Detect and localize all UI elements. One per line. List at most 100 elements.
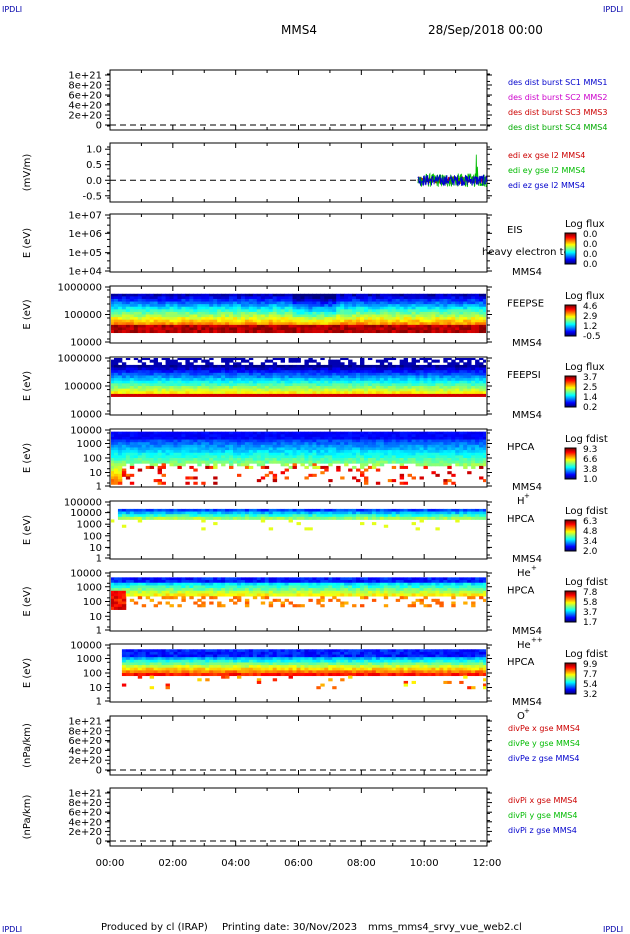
heatmap-cell bbox=[360, 439, 365, 443]
heatmap-cell bbox=[292, 330, 297, 334]
heatmap-cell bbox=[240, 301, 246, 305]
heatmap-cell bbox=[383, 516, 389, 520]
heatmap-cell bbox=[316, 317, 321, 321]
heatmap-cell bbox=[113, 306, 119, 310]
heatmap-cell bbox=[173, 439, 178, 443]
heatmap-cell bbox=[352, 514, 357, 518]
heatmap-cell bbox=[209, 298, 214, 302]
heatmap-cell bbox=[419, 450, 424, 454]
heatmap-cell bbox=[423, 314, 428, 318]
heatmap-cell bbox=[475, 314, 480, 318]
heatmap-cell bbox=[117, 380, 123, 384]
colorbar-step bbox=[565, 403, 576, 405]
heatmap-cell bbox=[145, 436, 151, 440]
heatmap-cell bbox=[221, 372, 226, 376]
heatmap-cell bbox=[137, 450, 143, 454]
heatmap-cell bbox=[272, 473, 278, 477]
heatmap-cell bbox=[248, 442, 254, 446]
heatmap-cell bbox=[423, 375, 428, 379]
heatmap-cell bbox=[312, 317, 317, 321]
heatmap-cell bbox=[387, 386, 393, 390]
heatmap-cell bbox=[403, 362, 409, 366]
heatmap-cell bbox=[344, 317, 349, 321]
heatmap-cell bbox=[399, 450, 405, 454]
heatmap-cell bbox=[149, 304, 155, 308]
heatmap-cell bbox=[197, 447, 202, 451]
heatmap-cell bbox=[451, 330, 456, 334]
heatmap-cell bbox=[181, 463, 186, 467]
heatmap-cell bbox=[447, 434, 452, 438]
heatmap-cell bbox=[431, 359, 436, 363]
heatmap-cell bbox=[431, 444, 436, 448]
heatmap-cell bbox=[149, 465, 155, 469]
heatmap-cell bbox=[113, 330, 119, 334]
heatmap-cell bbox=[189, 370, 194, 374]
heatmap-cell bbox=[280, 460, 286, 464]
heatmap-cell bbox=[288, 372, 293, 376]
heatmap-cell bbox=[205, 327, 210, 331]
heatmap-cell bbox=[407, 391, 412, 395]
legend-entry: edi ey gse l2 MMS4 bbox=[508, 166, 586, 175]
heatmap-cell bbox=[399, 311, 405, 315]
heatmap-cell bbox=[209, 304, 214, 308]
heatmap-cell bbox=[340, 372, 345, 376]
heatmap-cell bbox=[411, 511, 416, 515]
heatmap-cell bbox=[435, 380, 440, 384]
heatmap-cell bbox=[153, 370, 159, 374]
heatmap-cell bbox=[117, 364, 123, 368]
heatmap-cell bbox=[300, 393, 305, 397]
heatmap-cell bbox=[145, 452, 151, 456]
heatmap-cell bbox=[268, 359, 274, 363]
heatmap-cell bbox=[193, 330, 198, 334]
heatmap-cell bbox=[248, 383, 254, 387]
heatmap-cell bbox=[475, 324, 480, 328]
heatmap-cell bbox=[300, 458, 305, 462]
heatmap-cell bbox=[111, 431, 115, 435]
heatmap-cell bbox=[296, 306, 301, 310]
heatmap-cell bbox=[348, 450, 353, 454]
heatmap-cell bbox=[225, 388, 230, 392]
heatmap-cell bbox=[189, 393, 194, 397]
heatmap-cell bbox=[292, 306, 297, 310]
heatmap-cell bbox=[225, 391, 230, 395]
heatmap-cell bbox=[244, 393, 250, 397]
heatmap-cell bbox=[173, 296, 178, 300]
heatmap-cell bbox=[260, 378, 266, 382]
heatmap-cell bbox=[375, 314, 381, 318]
heatmap-cell bbox=[276, 301, 282, 305]
colorbar-step bbox=[565, 262, 576, 264]
heatmap-cell bbox=[193, 468, 198, 472]
heatmap-cell bbox=[133, 327, 139, 331]
heatmap-cell bbox=[111, 301, 115, 305]
heatmap-cell bbox=[292, 434, 297, 438]
heatmap-cell bbox=[260, 439, 266, 443]
heatmap-cell bbox=[479, 330, 484, 334]
heatmap-cell bbox=[407, 388, 412, 392]
heatmap-cell bbox=[213, 298, 218, 302]
heatmap-cell bbox=[435, 322, 440, 326]
heatmap-cell bbox=[288, 386, 293, 390]
colorbar-step bbox=[565, 402, 576, 404]
heatmap-cell bbox=[471, 304, 476, 308]
heatmap-cell bbox=[272, 319, 278, 323]
heatmap-cell bbox=[117, 439, 123, 443]
heatmap-cell bbox=[344, 324, 349, 328]
heatmap-cell bbox=[189, 364, 194, 368]
heatmap-cell bbox=[312, 508, 317, 512]
heatmap-cell bbox=[356, 296, 361, 300]
heatmap-cell bbox=[423, 391, 428, 395]
heatmap-cell bbox=[387, 324, 393, 328]
heatmap-cell bbox=[320, 298, 325, 302]
heatmap-cell bbox=[415, 511, 420, 515]
heatmap-cell bbox=[161, 473, 166, 477]
heatmap-cell bbox=[205, 514, 210, 518]
heatmap-cell bbox=[352, 436, 357, 440]
heatmap-cell bbox=[296, 452, 301, 456]
heatmap-cell bbox=[427, 324, 432, 328]
heatmap-cell bbox=[248, 393, 254, 397]
heatmap-cell bbox=[300, 447, 305, 451]
heatmap-cell bbox=[483, 327, 486, 331]
heatmap-cell bbox=[336, 293, 341, 297]
heatmap-cell bbox=[111, 458, 115, 462]
heatmap-cell bbox=[371, 378, 377, 382]
